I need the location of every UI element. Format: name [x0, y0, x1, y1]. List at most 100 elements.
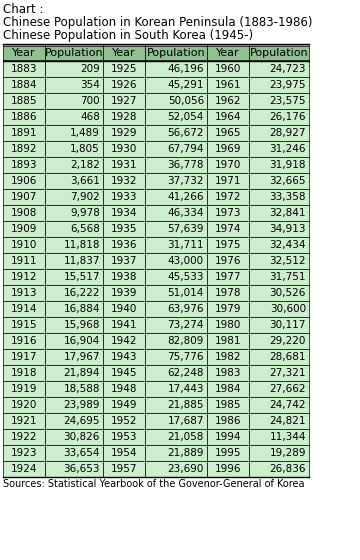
Bar [45, 461, 103, 477]
Bar [145, 189, 207, 205]
Text: 67,794: 67,794 [167, 144, 204, 154]
Bar [207, 141, 249, 157]
Text: 21,894: 21,894 [63, 368, 100, 378]
Text: 209: 209 [80, 64, 100, 74]
Text: 1960: 1960 [215, 64, 241, 74]
Bar [249, 253, 309, 269]
Text: 1941: 1941 [111, 320, 137, 330]
Bar [249, 269, 309, 285]
Text: 1961: 1961 [215, 80, 241, 90]
Bar [3, 125, 45, 141]
Text: 1908: 1908 [11, 208, 37, 218]
Text: 1,489: 1,489 [70, 128, 100, 138]
Text: 1995: 1995 [215, 448, 241, 458]
Bar [3, 397, 45, 413]
Text: 26,836: 26,836 [270, 464, 306, 474]
Text: Chinese Population in Korean Peninsula (1883-1986): Chinese Population in Korean Peninsula (… [3, 16, 312, 29]
Bar [249, 365, 309, 381]
Text: 1969: 1969 [215, 144, 241, 154]
Bar [103, 237, 145, 253]
Bar [103, 61, 145, 77]
Bar [249, 189, 309, 205]
Text: 1939: 1939 [111, 288, 137, 298]
Text: 57,639: 57,639 [167, 224, 204, 234]
Bar [145, 349, 207, 365]
Text: 24,742: 24,742 [270, 400, 306, 410]
Bar [145, 77, 207, 93]
Text: 1916: 1916 [11, 336, 37, 346]
Bar [103, 109, 145, 125]
Bar [249, 93, 309, 109]
Text: 17,443: 17,443 [167, 384, 204, 394]
Text: 1935: 1935 [111, 224, 137, 234]
Bar [103, 461, 145, 477]
Text: 63,976: 63,976 [167, 304, 204, 314]
Bar [3, 189, 45, 205]
Text: Population: Population [45, 48, 103, 58]
Bar [45, 61, 103, 77]
Text: 1949: 1949 [111, 400, 137, 410]
Bar [3, 269, 45, 285]
Text: 468: 468 [80, 112, 100, 122]
Bar [145, 44, 207, 61]
Text: 1994: 1994 [215, 432, 241, 442]
Text: 1942: 1942 [111, 336, 137, 346]
Bar [207, 397, 249, 413]
Bar [103, 349, 145, 365]
Text: 1925: 1925 [111, 64, 137, 74]
Bar [45, 445, 103, 461]
Bar [207, 461, 249, 477]
Text: 17,967: 17,967 [63, 352, 100, 362]
Bar [45, 221, 103, 237]
Bar [145, 301, 207, 317]
Bar [3, 157, 45, 173]
Text: 31,918: 31,918 [270, 160, 306, 170]
Text: 30,600: 30,600 [270, 304, 306, 314]
Text: 30,526: 30,526 [270, 288, 306, 298]
Text: 1912: 1912 [11, 272, 37, 282]
Bar [249, 381, 309, 397]
Bar [207, 317, 249, 333]
Bar [145, 125, 207, 141]
Text: 1964: 1964 [215, 112, 241, 122]
Bar [45, 44, 103, 61]
Bar [103, 365, 145, 381]
Text: 1884: 1884 [11, 80, 37, 90]
Text: 1937: 1937 [111, 256, 137, 266]
Bar [3, 429, 45, 445]
Bar [45, 173, 103, 189]
Bar [103, 205, 145, 221]
Bar [249, 157, 309, 173]
Bar [103, 44, 145, 61]
Bar [145, 445, 207, 461]
Text: 18,588: 18,588 [63, 384, 100, 394]
Bar [103, 173, 145, 189]
Text: 1911: 1911 [11, 256, 37, 266]
Text: 50,056: 50,056 [168, 96, 204, 106]
Text: 1915: 1915 [11, 320, 37, 330]
Text: 1893: 1893 [11, 160, 37, 170]
Text: 1985: 1985 [215, 400, 241, 410]
Text: 24,821: 24,821 [270, 416, 306, 426]
Bar [3, 173, 45, 189]
Text: 1910: 1910 [11, 240, 37, 250]
Bar [145, 381, 207, 397]
Text: 45,533: 45,533 [167, 272, 204, 282]
Text: 1954: 1954 [111, 448, 137, 458]
Bar [249, 461, 309, 477]
Bar [207, 381, 249, 397]
Bar [3, 93, 45, 109]
Bar [145, 429, 207, 445]
Bar [103, 429, 145, 445]
Bar [103, 397, 145, 413]
Text: 17,687: 17,687 [167, 416, 204, 426]
Text: Population: Population [147, 48, 205, 58]
Text: Chinese Population in South Korea (1945-): Chinese Population in South Korea (1945-… [3, 29, 253, 42]
Bar [45, 365, 103, 381]
Bar [249, 429, 309, 445]
Text: Year: Year [216, 48, 240, 58]
Bar [103, 189, 145, 205]
Bar [103, 93, 145, 109]
Bar [45, 429, 103, 445]
Text: 1976: 1976 [215, 256, 241, 266]
